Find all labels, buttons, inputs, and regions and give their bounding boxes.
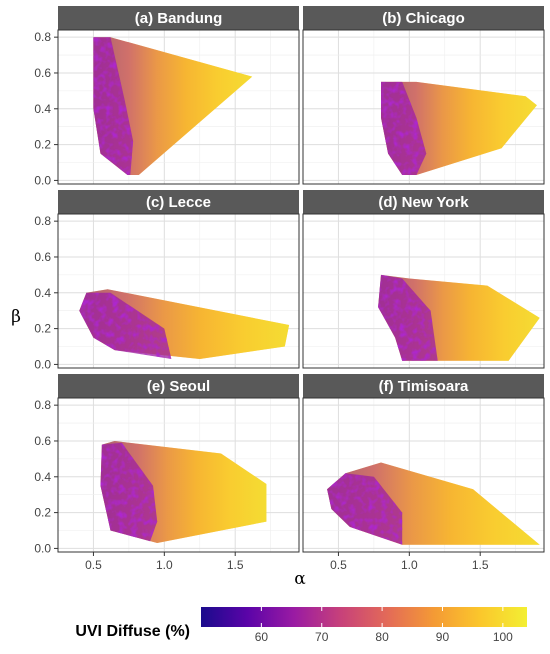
facet-strip xyxy=(58,190,299,214)
y-tick-label: 0.2 xyxy=(34,322,51,336)
y-tick-label: 0.6 xyxy=(34,66,51,80)
facet-strip xyxy=(58,374,299,398)
y-tick-label: 0.8 xyxy=(34,30,51,44)
panel-border xyxy=(57,397,300,553)
colorbar-tick-label: 80 xyxy=(375,630,389,644)
colorbar xyxy=(201,607,527,627)
facet-title: (e) Seoul xyxy=(147,378,210,395)
facet-title: (b) Chicago xyxy=(382,10,465,27)
heat-gradient xyxy=(93,37,253,176)
colorbar-tick-label: 60 xyxy=(255,630,269,644)
y-tick-label: 0.6 xyxy=(34,434,51,448)
y-tick-label: 0.0 xyxy=(34,173,51,187)
colorbar-tick-label: 100 xyxy=(493,630,513,644)
facet-strip xyxy=(303,190,544,214)
x-tick-label: 1.5 xyxy=(472,558,489,572)
mottled-low-values xyxy=(79,292,172,359)
panel-border xyxy=(57,213,300,369)
facet-strip xyxy=(303,374,544,398)
y-tick-label: 0.8 xyxy=(34,398,51,412)
y-tick-label: 0.4 xyxy=(34,470,51,484)
y-tick-label: 0.6 xyxy=(34,250,51,264)
y-tick-label: 0.2 xyxy=(34,506,51,520)
y-tick-label: 0.0 xyxy=(34,541,51,555)
x-tick-label: 1.0 xyxy=(401,558,418,572)
y-tick-label: 0.4 xyxy=(34,286,51,300)
panel-border xyxy=(302,213,545,369)
facet-title: (f) Timisoara xyxy=(379,378,469,395)
x-tick-label: 0.5 xyxy=(330,558,347,572)
mottled-low-values xyxy=(381,81,427,175)
colorbar-tick-label: 90 xyxy=(436,630,450,644)
x-axis-title: α xyxy=(294,569,306,589)
x-tick-label: 0.5 xyxy=(85,558,102,572)
facet-title: (c) Lecce xyxy=(146,194,211,211)
axes-group: 0.0 0.2 0.4 0.6 0.8 0.0 0.2 0.4 0.6 0.8 0.0 0.2 0.4 0… xyxy=(11,30,489,589)
mottled-low-values xyxy=(378,274,438,361)
facet-strip xyxy=(303,6,544,30)
colorbar-title: UVI Diffuse (%) xyxy=(75,623,190,640)
colorbar-legend: UVI Diffuse (%) 60 70 80 90 100 xyxy=(75,607,527,644)
panel-border xyxy=(57,29,300,185)
facet-strip xyxy=(58,6,299,30)
x-tick-label: 1.5 xyxy=(227,558,244,572)
facet-title: (a) Bandung xyxy=(135,10,223,27)
y-tick-label: 0.0 xyxy=(34,357,51,371)
y-tick-label: 0.8 xyxy=(34,214,51,228)
y-tick-label: 0.2 xyxy=(34,138,51,152)
mottled-low-values xyxy=(327,473,403,545)
panel-border xyxy=(302,29,545,185)
x-tick-label: 1.0 xyxy=(156,558,173,572)
y-tick-label: 0.4 xyxy=(34,102,51,116)
panel-border xyxy=(302,397,545,553)
facet-title: (d) New York xyxy=(378,194,469,211)
panels-group: (a) Bandung (b) Chicago (c) Lecce (d) New Y… xyxy=(57,6,545,553)
mottled-low-values xyxy=(93,37,134,176)
mottled-low-values xyxy=(100,442,158,542)
y-axis-title: β xyxy=(11,307,21,327)
colorbar-tick-label: 70 xyxy=(315,630,329,644)
